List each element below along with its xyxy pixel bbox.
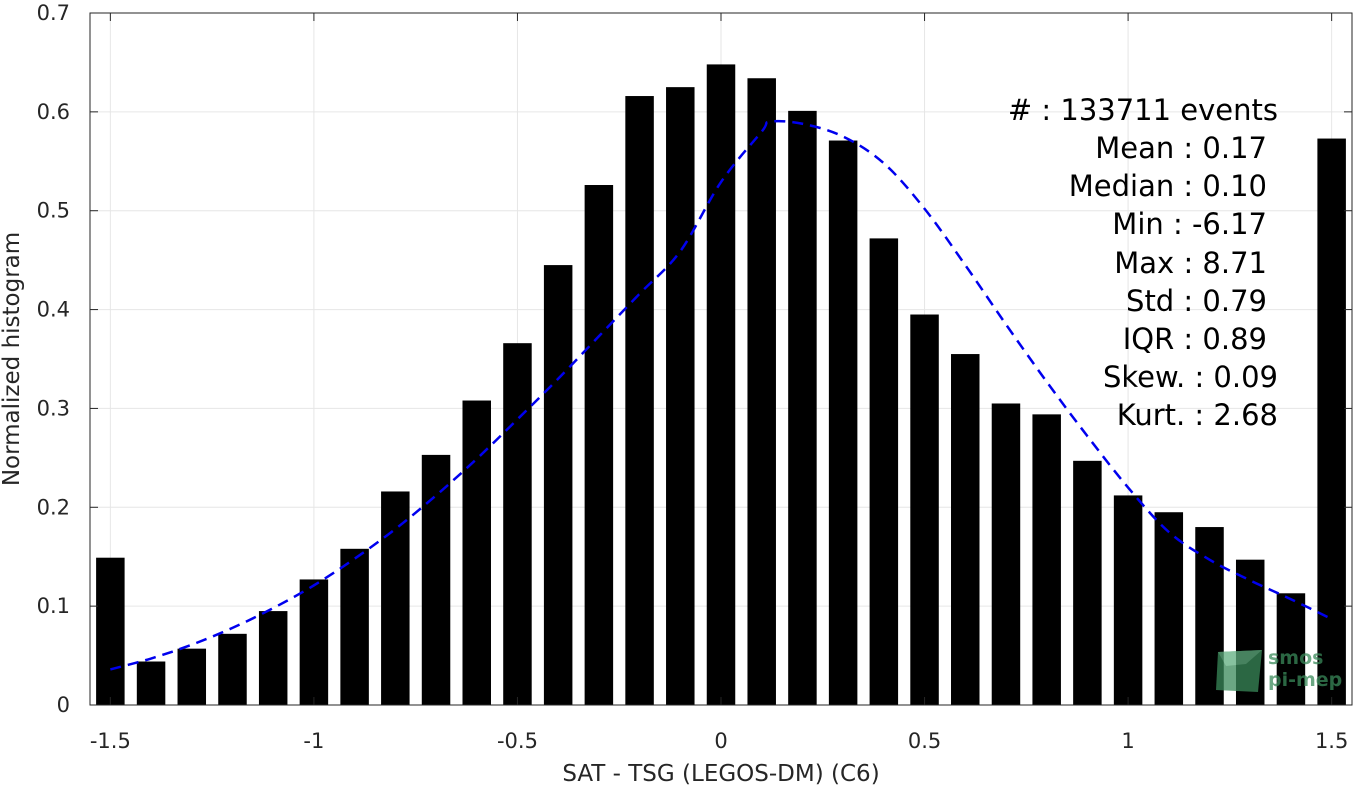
histogram-bar	[625, 96, 654, 706]
histogram-bar	[136, 661, 166, 705]
x-tick-label: -0.5	[497, 729, 538, 753]
y-axis-title: Normalized histogram	[0, 232, 25, 486]
stat-kurt: Kurt. : 2.68	[1117, 398, 1278, 432]
histogram-bar	[706, 64, 736, 706]
x-tick-label: 1	[1121, 729, 1134, 753]
tick-labels: -1.5 -1 -0.5 0 0.5 1 1.5 0 0.1 0.2 0.3 0.4 0.5 0.6 0.7	[37, 1, 1349, 753]
histogram-bar	[96, 557, 125, 705]
stat-max: Max : 8.71	[1114, 246, 1267, 280]
histogram-bar	[258, 611, 288, 705]
histogram-bar	[1276, 593, 1306, 705]
histogram-bar	[340, 548, 369, 705]
fit-curve-line	[110, 119, 1333, 671]
x-tick-label: 0.5	[908, 729, 941, 753]
histogram-bar	[1113, 495, 1143, 705]
histogram-bar	[584, 185, 614, 706]
histogram-bar	[951, 354, 980, 705]
stat-mean: Mean : 0.17	[1095, 131, 1267, 165]
logo-text-smos: smos	[1268, 647, 1323, 669]
histogram-bar	[1032, 414, 1061, 705]
y-tick-label: 0	[57, 693, 70, 717]
histogram-bar	[503, 343, 532, 705]
histogram-bar	[747, 78, 776, 705]
histogram-bar	[421, 454, 451, 705]
y-tick-label: 0.4	[37, 298, 70, 322]
smos-pimep-logo: smos pi-mep	[1216, 647, 1342, 692]
x-tick-label: -1	[303, 729, 324, 753]
histogram-bar	[1154, 512, 1184, 705]
axes	[89, 12, 1353, 706]
gaussian-fit	[110, 119, 1333, 671]
histogram-bar	[462, 400, 491, 705]
stat-iqr: IQR : 0.89	[1123, 322, 1267, 356]
y-tick-label: 0.7	[37, 1, 70, 25]
bars	[96, 64, 1346, 706]
histogram-bar	[381, 491, 410, 705]
histogram-bar	[177, 648, 207, 705]
y-tick-label: 0.1	[37, 594, 70, 618]
y-tick-label: 0.2	[37, 495, 70, 519]
histogram-bar	[828, 140, 858, 706]
logo-text-pimep: pi-mep	[1268, 669, 1342, 691]
stat-min: Min : -6.17	[1112, 207, 1267, 241]
histogram-bar	[788, 110, 817, 705]
y-tick-label: 0.5	[37, 199, 70, 223]
histogram-bar	[1317, 138, 1346, 705]
x-axis-title: SAT - TSG (LEGOS-DM) (C6)	[562, 761, 879, 785]
stat-skew: Skew. : 0.09	[1103, 360, 1278, 394]
histogram-bar	[869, 238, 899, 705]
histogram-bar	[543, 265, 573, 705]
x-tick-label: 0	[714, 729, 727, 753]
y-tick-label: 0.3	[37, 396, 70, 420]
histogram-bar	[910, 314, 939, 705]
x-tick-label: -1.5	[90, 729, 131, 753]
histogram-bar	[1073, 460, 1102, 705]
histogram-bar	[299, 579, 329, 705]
y-tick-label: 0.6	[37, 100, 70, 124]
histogram-bar	[666, 87, 695, 705]
stat-std: Std : 0.79	[1126, 284, 1267, 318]
stat-events: # : 133711 events	[1008, 93, 1278, 127]
histogram-bar	[218, 633, 247, 705]
stats-annotation: # : 133711 events Mean : 0.17 Median : 0…	[1008, 93, 1278, 432]
histogram-bar	[991, 403, 1021, 705]
stat-median: Median : 0.10	[1069, 169, 1267, 203]
x-tick-label: 1.5	[1315, 729, 1348, 753]
logo-mark-shade-icon	[1218, 650, 1262, 666]
